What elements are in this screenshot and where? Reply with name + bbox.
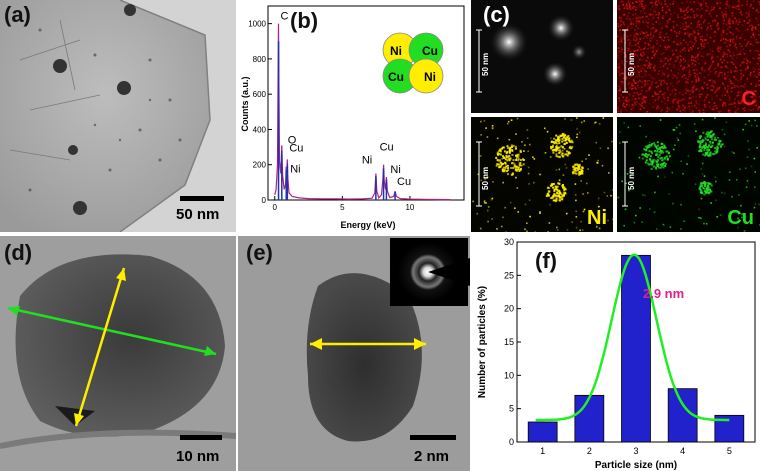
eds-x-tick-label: 0 <box>273 203 278 212</box>
hist-x-tick-label: 2 <box>587 446 592 456</box>
gaussian-fit-curve <box>535 253 730 422</box>
eds-peak-label: O <box>288 134 297 146</box>
panel-c-label: (c) <box>483 2 510 27</box>
map-scale-text: 50 nm <box>481 166 490 190</box>
eds-x-tick-label: 5 <box>340 203 345 212</box>
hist-y-tick-label: 20 <box>504 304 514 314</box>
eds-y-tick-label: 800 <box>253 55 267 64</box>
panel-e: (e) 2 nm <box>238 236 470 471</box>
eds-y-axis-label: Counts (a.u.) <box>240 77 250 132</box>
histogram-bar <box>621 254 651 443</box>
eds-peak-label: Cu <box>380 142 394 154</box>
eds-y-tick-label: 600 <box>253 90 267 99</box>
particle-size-histogram: 0 5 10 15 20 25 30 1 2 3 4 5 2.9 nm Particle size … <box>477 237 756 471</box>
eds-peak-label: Ni <box>390 164 400 176</box>
eds-y-tick-label: 200 <box>253 161 267 170</box>
nicu-particle-inset: Ni Cu Cu Ni <box>382 32 444 94</box>
histogram-bar <box>527 421 558 443</box>
map-scale-text: 50 nm <box>627 52 636 76</box>
panel-a-label: (a) <box>4 2 31 27</box>
panel-a-tem-image <box>0 0 236 232</box>
hist-y-tick-label: 5 <box>509 404 514 414</box>
eds-peak-label: Cu <box>289 142 303 154</box>
inset-atom-label: Cu <box>388 70 404 84</box>
panel-a-scale-text: 50 nm <box>176 206 220 223</box>
hist-x-axis-label: Particle size (nm) <box>595 460 677 471</box>
panel-a-scale-bar <box>180 196 224 201</box>
hist-x-tick-label: 5 <box>727 446 732 456</box>
eds-y-tick-label: 1000 <box>248 20 266 29</box>
hist-x-tick-label: 4 <box>680 446 685 456</box>
copper-map: Cu <box>617 117 760 232</box>
panel-d-scale-bar <box>180 435 222 440</box>
hist-x-tick-label: 3 <box>633 446 638 456</box>
eds-peak-label: C <box>281 11 289 23</box>
panel-e-tem-image <box>238 236 470 471</box>
hist-y-tick-label: 0 <box>509 437 514 447</box>
panel-f: 0 5 10 15 20 25 30 1 2 3 4 5 2.9 nm Particle size … <box>471 236 760 471</box>
carbon-map: C <box>617 0 760 113</box>
panel-e-scale-text: 2 nm <box>414 448 450 465</box>
carbon-map-label: C <box>741 88 756 110</box>
panel-f-label: (f) <box>535 248 557 273</box>
inset-atom-label: Ni <box>424 70 436 84</box>
eds-peak-label: Ni <box>362 155 372 167</box>
eds-x-tick-label: 10 <box>405 203 414 212</box>
eds-plot-frame <box>267 5 465 201</box>
copper-map-label: Cu <box>727 207 754 229</box>
panel-b: 0 200 400 600 800 1000 0 5 10 C O Cu Ni Ni Cu Ni Cu En… <box>238 0 470 232</box>
hist-x-tick-label: 1 <box>540 446 545 456</box>
map-speckle <box>617 117 760 232</box>
inset-atom-label: Cu <box>422 44 438 58</box>
histogram-bar <box>574 394 605 443</box>
panel-a: (a) 50 nm <box>0 0 236 232</box>
hist-y-tick-label: 10 <box>504 370 514 380</box>
panel-c: C Ni Cu 50 nm 50 nm 50 nm 50 nm (c) <box>471 0 760 232</box>
eds-y-tick-label: 0 <box>262 196 267 205</box>
map-speckle <box>617 0 760 113</box>
inset-atom-br <box>408 58 444 94</box>
hist-y-axis-label: Number of particles (%) <box>477 286 488 398</box>
map-scale-text: 50 nm <box>481 52 490 76</box>
eds-peak-label: Ni <box>290 163 300 175</box>
haadf-map <box>471 0 613 113</box>
hist-y-tick-label: 25 <box>504 270 514 280</box>
map-speckle <box>472 117 613 232</box>
green-measure-arrow <box>7 306 217 356</box>
map-scale-text: 50 nm <box>627 166 636 190</box>
panel-b-label: (b) <box>290 8 319 33</box>
hist-y-tick-label: 30 <box>504 237 514 247</box>
panel-d-tem-image <box>0 236 236 471</box>
eds-y-tick-label: 400 <box>253 125 267 134</box>
eds-x-axis-label: Energy (keV) <box>340 220 395 230</box>
panel-e-scale-bar <box>410 435 456 440</box>
panel-e-label: (e) <box>246 240 273 265</box>
nickel-map-label: Ni <box>587 207 607 229</box>
map-scale-markers <box>476 29 628 207</box>
panel-d-label: (d) <box>4 240 33 265</box>
hist-y-tick-label: 15 <box>504 337 514 347</box>
mean-size-annotation: 2.9 nm <box>643 286 684 301</box>
eds-peak-label: Cu <box>397 176 411 188</box>
panel-d-scale-text: 10 nm <box>176 448 220 465</box>
inset-atom-label: Ni <box>390 44 402 58</box>
nickel-map: Ni <box>471 117 613 232</box>
panel-d: (d) 10 nm <box>0 236 236 471</box>
yellow-measure-arrow <box>74 267 126 427</box>
